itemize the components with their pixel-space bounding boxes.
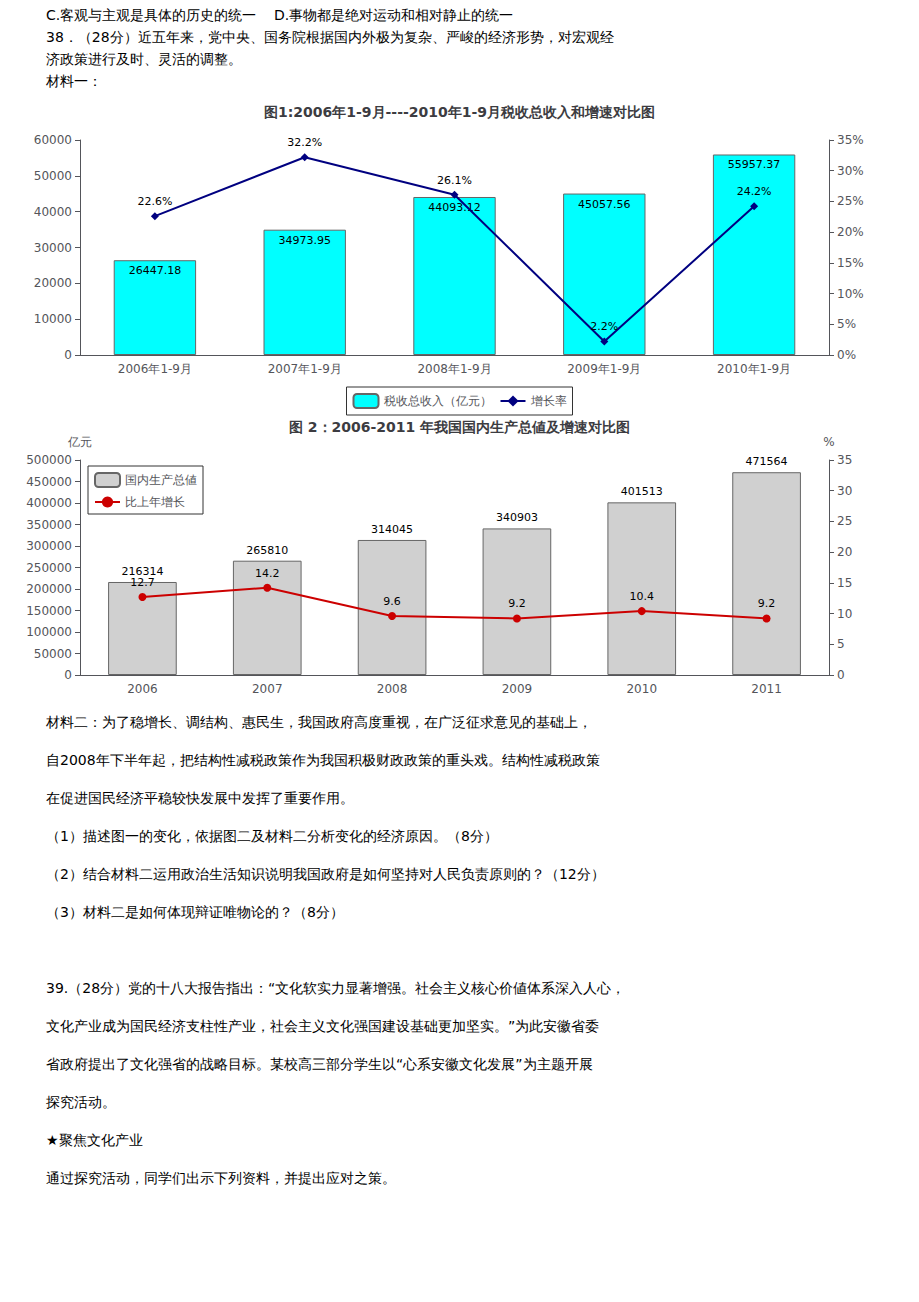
svg-text:2010: 2010 bbox=[626, 682, 657, 696]
svg-text:9.2: 9.2 bbox=[758, 597, 776, 610]
svg-text:0%: 0% bbox=[837, 348, 856, 362]
svg-text:济政策进行及时、灵活的调整。: 济政策进行及时、灵活的调整。 bbox=[46, 51, 242, 67]
svg-text:2.2%: 2.2% bbox=[590, 320, 618, 333]
svg-text:国内生产总値: 国内生产总値 bbox=[125, 473, 197, 487]
svg-text:24.2%: 24.2% bbox=[737, 185, 772, 198]
svg-text:26447.18: 26447.18 bbox=[129, 264, 182, 277]
svg-text:2011: 2011 bbox=[751, 682, 782, 696]
svg-text:（1）描述图一的变化，依据图二及材料二分析变化的经济原因。（: （1）描述图一的变化，依据图二及材料二分析变化的经济原因。（8分） bbox=[46, 828, 498, 844]
svg-text:材料一：: 材料一： bbox=[45, 73, 102, 89]
svg-text:35%: 35% bbox=[837, 133, 864, 147]
svg-text:2008年1-9月: 2008年1-9月 bbox=[417, 362, 491, 376]
svg-text:2007年1-9月: 2007年1-9月 bbox=[268, 362, 342, 376]
svg-text:45057.56: 45057.56 bbox=[578, 198, 631, 211]
svg-text:471564: 471564 bbox=[746, 455, 788, 468]
svg-text:250000: 250000 bbox=[26, 561, 72, 575]
svg-text:20%: 20% bbox=[837, 225, 864, 239]
svg-text:300000: 300000 bbox=[26, 539, 72, 553]
svg-text:5%: 5% bbox=[837, 317, 856, 331]
svg-text:9.2: 9.2 bbox=[508, 597, 526, 610]
svg-text:0: 0 bbox=[64, 348, 72, 362]
svg-text:26.1%: 26.1% bbox=[437, 174, 472, 187]
svg-text:★聚焦文化产业: ★聚焦文化产业 bbox=[46, 1132, 143, 1148]
svg-text:10: 10 bbox=[837, 607, 852, 621]
svg-text:2006: 2006 bbox=[127, 682, 158, 696]
svg-text:0: 0 bbox=[64, 668, 72, 682]
svg-text:14.2: 14.2 bbox=[255, 567, 280, 580]
svg-text:30000: 30000 bbox=[34, 241, 72, 255]
svg-text:探究活动。: 探究活动。 bbox=[46, 1094, 116, 1110]
svg-text:35: 35 bbox=[837, 453, 852, 467]
svg-text:39.（28分）党的十八大报告指出：“文化软实力显著增强。社: 39.（28分）党的十八大报告指出：“文化软实力显著增强。社会主义核心价値体系深… bbox=[46, 980, 625, 996]
svg-text:2006年1-9月: 2006年1-9月 bbox=[118, 362, 192, 376]
svg-text:12.7: 12.7 bbox=[130, 576, 155, 589]
svg-text:400000: 400000 bbox=[26, 496, 72, 510]
svg-text:15%: 15% bbox=[837, 256, 864, 270]
svg-text:44093.12: 44093.12 bbox=[428, 201, 481, 214]
svg-text:C.客观与主观是具体的历史的统一 D.事物都是绝对运动: C.客观与主观是具体的历史的统一 D.事物都是绝对运动和相对静止的统一 bbox=[46, 7, 513, 23]
svg-text:30: 30 bbox=[837, 484, 852, 498]
svg-text:比上年增长: 比上年增长 bbox=[125, 495, 185, 509]
svg-text:2007: 2007 bbox=[252, 682, 283, 696]
svg-text:30%: 30% bbox=[837, 164, 864, 178]
svg-text:265810: 265810 bbox=[246, 544, 288, 557]
svg-text:2009: 2009 bbox=[502, 682, 533, 696]
svg-text:10%: 10% bbox=[837, 287, 864, 301]
svg-text:38．（28分）近五年来，党中央、国务院根据国内外极为复杂、: 38．（28分）近五年来，党中央、国务院根据国内外极为复杂、严峻的经济形势，对宏… bbox=[46, 29, 614, 45]
svg-text:在促进国民经济平稳较快发展中发挥了重要作用。: 在促进国民经济平稳较快发展中发挥了重要作用。 bbox=[46, 790, 354, 806]
svg-text:亿元: 亿元 bbox=[67, 435, 92, 449]
svg-text:150000: 150000 bbox=[26, 604, 72, 618]
svg-text:自2008年下半年起，把结构性减税政策作为我国积极财政政策的: 自2008年下半年起，把结构性减税政策作为我国积极财政政策的重头戏。结构性减税政… bbox=[46, 752, 600, 768]
svg-text:5: 5 bbox=[837, 637, 845, 651]
svg-text:350000: 350000 bbox=[26, 518, 72, 532]
svg-text:9.6: 9.6 bbox=[383, 595, 401, 608]
svg-text:增长率: 增长率 bbox=[530, 394, 567, 408]
svg-text:10000: 10000 bbox=[34, 312, 72, 326]
svg-text:2008: 2008 bbox=[377, 682, 408, 696]
svg-text:20: 20 bbox=[837, 545, 852, 559]
svg-text:216314: 216314 bbox=[121, 565, 164, 578]
svg-text:25%: 25% bbox=[837, 194, 864, 208]
svg-text:55957.37: 55957.37 bbox=[728, 158, 781, 171]
svg-text:材料二：为了稳增长、调结构、惠民生，我国政府高度重视，在广泛: 材料二：为了稳增长、调结构、惠民生，我国政府高度重视，在广泛征求意见的基础上， bbox=[45, 714, 592, 730]
svg-text:50000: 50000 bbox=[34, 169, 72, 183]
svg-text:2010年1-9月: 2010年1-9月 bbox=[717, 362, 791, 376]
svg-text:340903: 340903 bbox=[496, 511, 538, 524]
svg-text:2009年1-9月: 2009年1-9月 bbox=[567, 362, 641, 376]
svg-text:401513: 401513 bbox=[621, 485, 663, 498]
svg-text:60000: 60000 bbox=[34, 133, 72, 147]
svg-text:（2）结合材料二运用政治生活知识说明我国政府是如何坚持对人民: （2）结合材料二运用政治生活知识说明我国政府是如何坚持对人民负责原则的？（12分… bbox=[46, 866, 605, 882]
svg-text:20000: 20000 bbox=[34, 276, 72, 290]
svg-text:文化产业成为国民经济支柱性产业，社会主义文化强国建设基础更加: 文化产业成为国民经济支柱性产业，社会主义文化强国建设基础更加坚实。”为此安徽省委 bbox=[46, 1018, 599, 1034]
svg-text:25: 25 bbox=[837, 514, 852, 528]
svg-text:314045: 314045 bbox=[371, 523, 413, 536]
svg-text:200000: 200000 bbox=[26, 582, 72, 596]
svg-text:100000: 100000 bbox=[26, 625, 72, 639]
svg-text:图 2：2006-2011 年我国国内生产总値及增速对比图: 图 2：2006-2011 年我国国内生产总値及增速对比图 bbox=[289, 419, 630, 435]
svg-text:34973.95: 34973.95 bbox=[278, 234, 331, 247]
svg-text:10.4: 10.4 bbox=[630, 590, 655, 603]
svg-text:500000: 500000 bbox=[26, 453, 72, 467]
svg-text:图1:2006年1-9月----2010年1-9月税收总收入: 图1:2006年1-9月----2010年1-9月税收总收入和增速对比图 bbox=[264, 104, 655, 120]
svg-text:通过探究活动，同学们出示下列资料，并提出应对之策。: 通过探究活动，同学们出示下列资料，并提出应对之策。 bbox=[46, 1170, 396, 1186]
svg-text:0: 0 bbox=[837, 668, 845, 682]
svg-text:%: % bbox=[823, 435, 834, 449]
svg-text:省政府提出了文化强省的战略目标。某校高三部分学生以“心系安徽: 省政府提出了文化强省的战略目标。某校高三部分学生以“心系安徽文化发展”为主题开展 bbox=[46, 1056, 593, 1072]
svg-text:32.2%: 32.2% bbox=[287, 136, 322, 149]
svg-text:税收总收入（亿元）: 税收总收入（亿元） bbox=[384, 394, 492, 408]
svg-text:450000: 450000 bbox=[26, 475, 72, 489]
svg-text:40000: 40000 bbox=[34, 205, 72, 219]
svg-text:50000: 50000 bbox=[34, 647, 72, 661]
svg-text:15: 15 bbox=[837, 576, 852, 590]
svg-text:（3）材料二是如何体现辩证唯物论的？（8分）: （3）材料二是如何体现辩证唯物论的？（8分） bbox=[46, 904, 344, 920]
svg-text:22.6%: 22.6% bbox=[137, 195, 172, 208]
